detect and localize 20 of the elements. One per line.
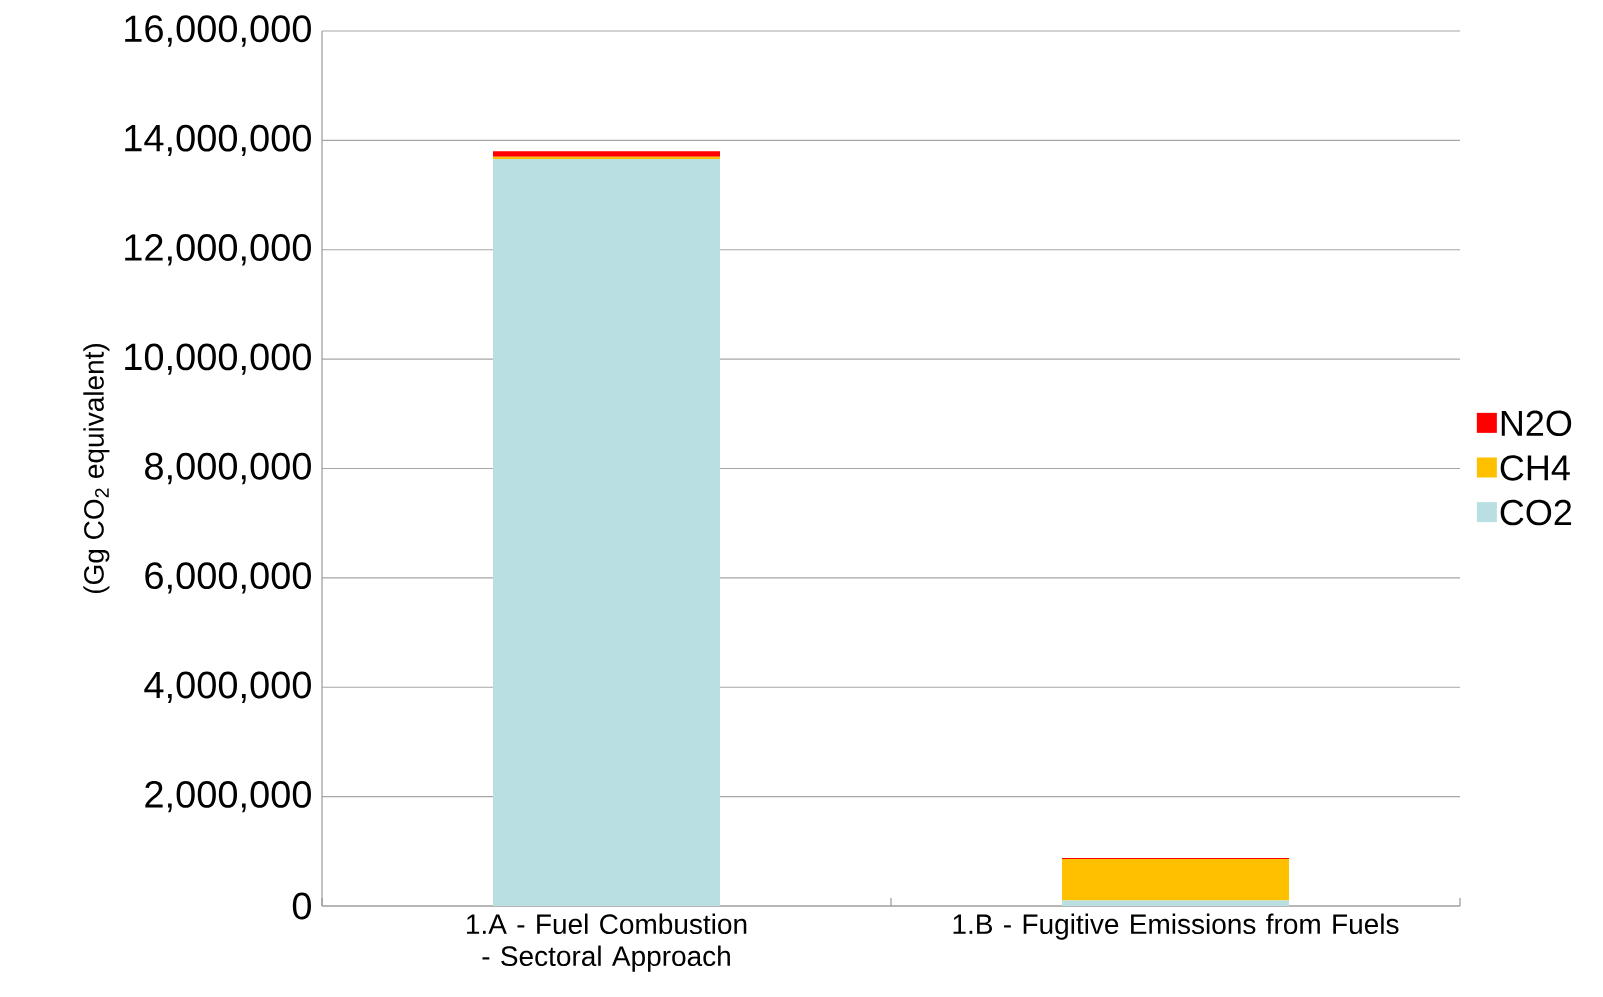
y-tick-label: 8,000,000 <box>145 452 311 485</box>
bar <box>493 158 721 906</box>
y-tick-label: 0 <box>292 892 311 920</box>
y-tick-label: 2,000,000 <box>145 780 311 813</box>
x-tick-label: 1.B - Fugitive Emissions from Fuels <box>953 913 1399 940</box>
y-tick-label: 16,000,000 <box>125 15 311 47</box>
legend-label: CH4 <box>1500 455 1570 481</box>
x-tick-label: 1.A - Fuel Combustion - Sectoral Approach <box>467 913 747 972</box>
bar <box>493 151 721 157</box>
y-axis-title: (Gg CO$_{2}$ equivalent) <box>83 343 110 594</box>
legend-label: CO2 <box>1500 499 1572 526</box>
legend-label: N2O <box>1501 410 1572 437</box>
bar <box>1062 900 1290 906</box>
y-tick-label: 12,000,000 <box>125 234 311 266</box>
y-tick-label: 4,000,000 <box>144 671 311 703</box>
bar <box>493 156 721 159</box>
bar <box>1062 858 1290 901</box>
y-tick-label: 6,000,000 <box>145 562 311 594</box>
y-tick-label: 10,000,000 <box>125 343 311 375</box>
y-tick-label: 14,000,000 <box>125 124 311 157</box>
